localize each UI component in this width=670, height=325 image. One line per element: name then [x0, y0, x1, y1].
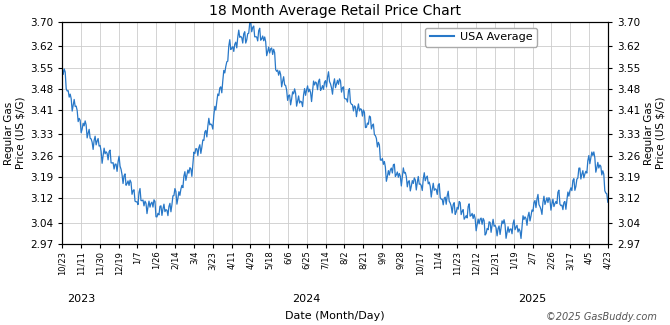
Text: 2024: 2024 [293, 294, 321, 304]
Text: 2023: 2023 [67, 294, 95, 304]
Legend: USA Average: USA Average [425, 28, 537, 46]
X-axis label: Date (Month/Day): Date (Month/Day) [285, 311, 385, 321]
Text: 2025: 2025 [519, 294, 547, 304]
Y-axis label: Regular Gas
Price (US $/G): Regular Gas Price (US $/G) [4, 97, 25, 169]
Title: 18 Month Average Retail Price Chart: 18 Month Average Retail Price Chart [209, 4, 461, 18]
Text: ©2025 GasBuddy.com: ©2025 GasBuddy.com [546, 312, 657, 322]
Y-axis label: Regular Gas
Price (US $/G): Regular Gas Price (US $/G) [645, 97, 666, 169]
